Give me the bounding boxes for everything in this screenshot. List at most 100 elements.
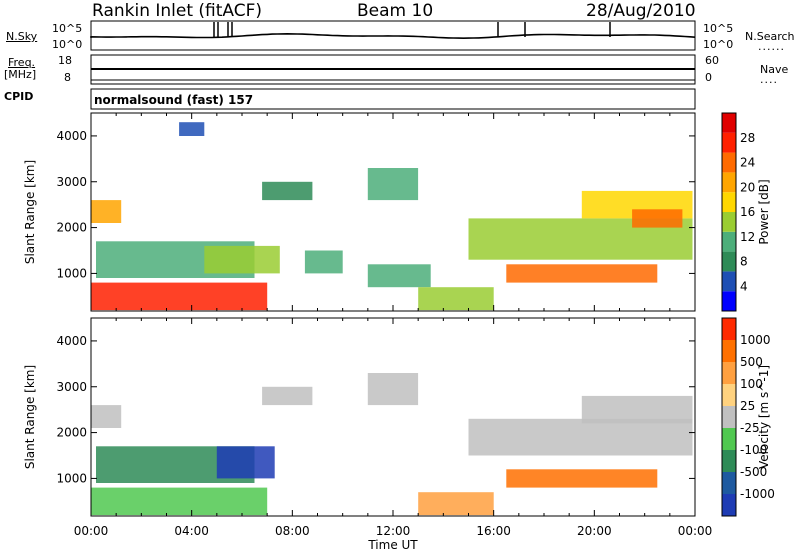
nsky-label: N.Sky <box>6 30 38 43</box>
power-region <box>91 200 122 223</box>
freq-tick-top: 18 <box>58 54 72 67</box>
power-colorbar-cell <box>722 152 736 173</box>
nsearch-tick-top: 10^5 <box>703 22 734 35</box>
x-axis-label: Time UT <box>367 538 418 552</box>
colorbar-tick-label: 25 <box>740 399 755 413</box>
colorbar-tick-label: -500 <box>740 465 767 479</box>
nsky-frame <box>90 20 696 51</box>
nsearch-tick-bottom: 10^0 <box>703 38 734 51</box>
colorbar-tick-label: -25 <box>740 421 760 435</box>
nsky-tick-top: 10^5 <box>52 22 83 35</box>
power-region <box>204 245 280 274</box>
velocity-colorbar-cell <box>722 428 736 450</box>
colorbar-tick-label: 8 <box>740 255 748 269</box>
y-axis-label: Slant Range [km] <box>23 160 37 264</box>
y-tick-label: 4000 <box>56 129 87 143</box>
velocity-colorbar-label: Velocity [m s^-1] <box>757 365 771 469</box>
x-tick-label: 12:00 <box>376 524 411 538</box>
power-region <box>179 122 205 136</box>
power-colorbar-cell <box>722 113 736 133</box>
power-colorbar-cell <box>722 172 736 193</box>
colorbar-tick-label: -1000 <box>740 487 775 501</box>
cpid-value: normalsound (fast) 157 <box>94 93 254 107</box>
velocity-region <box>262 386 313 406</box>
velocity-colorbar-frame <box>721 317 737 517</box>
power-region <box>632 209 683 228</box>
power-colorbar-label: Power [dB] <box>757 179 771 244</box>
velocity-region <box>581 395 693 424</box>
station-title: Rankin Inlet (fitACF) <box>92 1 263 21</box>
beam-title: Beam 10 <box>357 1 434 21</box>
velocity-colorbar-cell <box>722 494 736 516</box>
y-tick-label: 3000 <box>56 380 87 394</box>
power-region <box>506 264 658 283</box>
velocity-colorbar-cell <box>722 450 736 472</box>
y-tick-label: 1000 <box>56 471 87 485</box>
nsky-trace <box>90 32 696 40</box>
y-tick-label: 4000 <box>56 334 87 348</box>
freq-unit-label: [MHz] <box>4 68 37 81</box>
power-colorbar-cell <box>722 231 736 252</box>
y-tick-label: 1000 <box>56 266 87 280</box>
power-colorbar-cell <box>722 291 736 311</box>
power-colorbar-cell <box>722 212 736 232</box>
velocity-region <box>506 469 658 488</box>
velocity-region <box>91 405 122 428</box>
velocity-colorbar-cell <box>722 472 736 494</box>
freq-label: Freq. <box>8 56 36 69</box>
nsky-tick-bottom: 10^0 <box>52 38 83 51</box>
power-colorbar-cell <box>722 251 736 272</box>
power-region <box>367 168 419 201</box>
colorbar-tick-label: 20 <box>740 180 755 194</box>
colorbar-tick-label: 24 <box>740 156 755 170</box>
nsearch-label: N.Search <box>745 30 795 43</box>
velocity-region <box>91 487 268 516</box>
nave-tick-bottom: 0 <box>705 71 712 84</box>
power-region <box>262 181 313 201</box>
colorbar-tick-label: 1000 <box>740 333 771 347</box>
colorbar-tick-label: -100 <box>740 443 767 457</box>
colorbar-tick-label: 12 <box>740 230 755 244</box>
velocity-data <box>91 373 693 516</box>
x-tick-label: 20:00 <box>577 524 612 538</box>
power-region <box>418 287 494 311</box>
velocity-region <box>367 373 419 406</box>
nave-label: Nave <box>760 63 789 76</box>
nave-dots: .... <box>760 73 778 86</box>
y-tick-label: 3000 <box>56 175 87 189</box>
y-tick-label: 2000 <box>56 426 87 440</box>
velocity-colorbar-cell <box>722 318 736 340</box>
power-data <box>91 122 693 311</box>
colorbar-tick-label: 500 <box>740 355 763 369</box>
velocity-colorbar-cell <box>722 362 736 384</box>
x-tick-label: 16:00 <box>476 524 511 538</box>
colorbar-tick-label: 100 <box>740 377 763 391</box>
nsearch-dots: ...... <box>758 40 785 53</box>
cpid-frame <box>90 88 696 110</box>
power-region <box>304 250 343 274</box>
power-colorbar-cell <box>722 132 736 153</box>
freq-tick-bottom: 8 <box>64 71 71 84</box>
x-tick-label: 04:00 <box>174 524 209 538</box>
power-colorbar-frame <box>721 112 737 312</box>
colorbar-tick-label: 16 <box>740 205 755 219</box>
velocity-region <box>216 446 275 479</box>
x-tick-label: 00:00 <box>678 524 713 538</box>
x-tick-label: 00:00 <box>74 524 109 538</box>
cpid-label: CPID <box>4 90 34 103</box>
y-tick-label: 2000 <box>56 221 87 235</box>
velocity-colorbar-cell <box>722 340 736 362</box>
date-title: 28/Aug/2010 <box>586 1 696 21</box>
nave-tick-top: 60 <box>705 54 719 67</box>
colorbar-tick-label: 28 <box>740 131 755 145</box>
x-tick-label: 08:00 <box>275 524 310 538</box>
velocity-colorbar-cell <box>722 384 736 406</box>
power-colorbar-cell <box>722 271 736 292</box>
y-axis-label: Slant Range [km] <box>23 365 37 469</box>
velocity-region <box>418 492 494 516</box>
power-colorbar-cell <box>722 192 736 212</box>
power-region <box>91 282 268 311</box>
velocity-region <box>468 418 693 456</box>
power-region <box>367 264 431 288</box>
velocity-colorbar-cell <box>722 406 736 428</box>
